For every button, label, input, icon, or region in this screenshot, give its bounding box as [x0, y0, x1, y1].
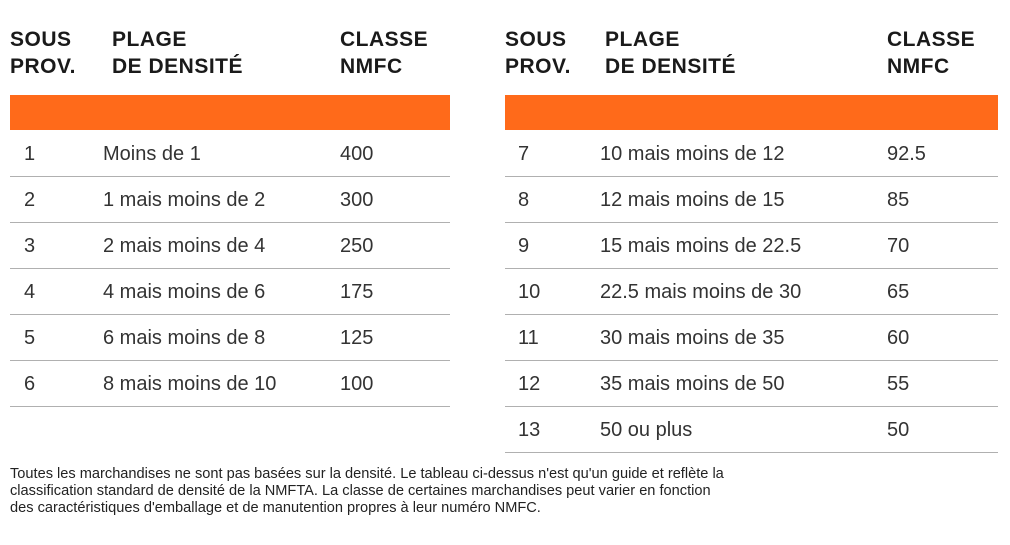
row-line [505, 360, 998, 361]
row-line [10, 176, 450, 177]
row-line [505, 314, 998, 315]
row-line [10, 268, 450, 269]
table-cell: 175 [340, 281, 374, 303]
table-cell: 10 mais moins de 12 [600, 143, 785, 165]
row-line [10, 406, 450, 407]
row-line [505, 222, 998, 223]
table-cell: 30 mais moins de 35 [600, 327, 785, 349]
row-line [505, 452, 998, 453]
footnote: des caractéristiques d'emballage et de m… [10, 500, 541, 516]
table-cell: 70 [887, 235, 910, 257]
table-cell: 12 [518, 373, 541, 395]
column-header: PROV. [505, 55, 571, 78]
table-cell: 1 mais moins de 2 [103, 189, 266, 211]
table-cell: 12 mais moins de 15 [600, 189, 785, 211]
table-cell: 1 [24, 143, 36, 165]
table-cell: 100 [340, 373, 374, 395]
footnote: classification standard de densité de la… [10, 483, 711, 499]
column-header: PROV. [10, 55, 76, 78]
table-cell: 50 [887, 419, 910, 441]
column-header: SOUS [505, 28, 567, 51]
table-cell: 50 ou plus [600, 419, 693, 441]
table-cell: 4 [24, 281, 36, 303]
row-line [10, 360, 450, 361]
row-line [505, 176, 998, 177]
column-header: PLAGE [112, 28, 187, 51]
table-cell: 8 [518, 189, 530, 211]
row-line [505, 406, 998, 407]
column-header: DE DENSITÉ [605, 55, 737, 78]
column-header: NMFC [340, 55, 403, 78]
table-cell: 6 [24, 373, 36, 395]
table-cell: 85 [887, 189, 910, 211]
column-header: PLAGE [605, 28, 680, 51]
footnote: Toutes les marchandises ne sont pas basé… [10, 466, 724, 482]
row-line [10, 314, 450, 315]
table-cell: 35 mais moins de 50 [600, 373, 785, 395]
row-line [10, 222, 450, 223]
table-cell: 65 [887, 281, 910, 303]
row-line [505, 268, 998, 269]
table-cell: 250 [340, 235, 374, 257]
header-bar [505, 95, 998, 130]
table-cell: 125 [340, 327, 374, 349]
column-header: CLASSE [887, 28, 976, 51]
table-cell: 2 mais moins de 4 [103, 235, 266, 257]
table-cell: Moins de 1 [103, 143, 201, 165]
table-cell: 22.5 mais moins de 30 [600, 281, 802, 303]
column-header: CLASSE [340, 28, 429, 51]
table-cell: 60 [887, 327, 910, 349]
column-header: DE DENSITÉ [112, 55, 244, 78]
table-cell: 92.5 [887, 143, 926, 165]
table-cell: 300 [340, 189, 374, 211]
table-cell: 6 mais moins de 8 [103, 327, 266, 349]
table-cell: 4 mais moins de 6 [103, 281, 266, 303]
table-cell: 2 [24, 189, 36, 211]
table-cell: 15 mais moins de 22.5 [600, 235, 802, 257]
table-cell: 10 [518, 281, 541, 303]
table-cell: 400 [340, 143, 374, 165]
column-header: SOUS [10, 28, 72, 51]
table-cell: 5 [24, 327, 36, 349]
table-cell: 55 [887, 373, 910, 395]
header-bar [10, 95, 450, 130]
table-cell: 9 [518, 235, 530, 257]
table-cell: 7 [518, 143, 530, 165]
table-cell: 13 [518, 419, 541, 441]
table-cell: 3 [24, 235, 36, 257]
column-header: NMFC [887, 55, 950, 78]
table-cell: 11 [518, 327, 539, 349]
table-cell: 8 mais moins de 10 [103, 373, 277, 395]
